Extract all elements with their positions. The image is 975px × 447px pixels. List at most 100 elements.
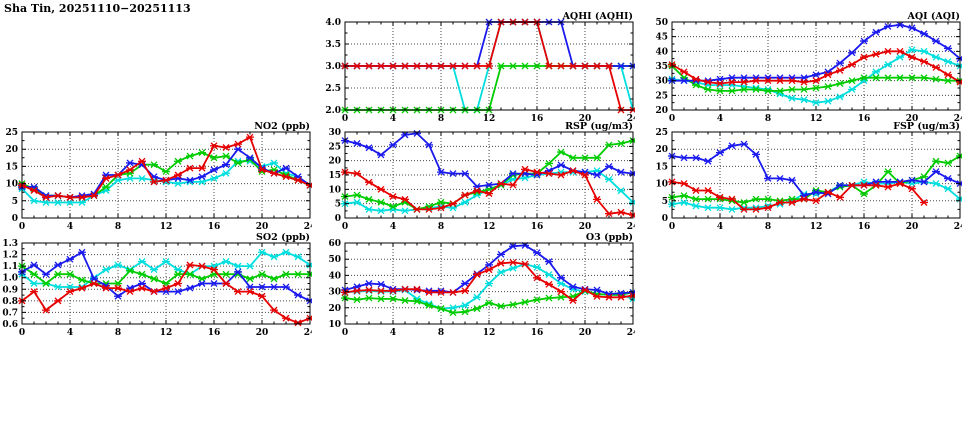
svg-text:10: 10 [328, 320, 341, 330]
svg-text:0: 0 [669, 114, 675, 124]
svg-text:50: 50 [328, 255, 341, 265]
svg-text:24: 24 [954, 114, 962, 124]
svg-text:45: 45 [655, 33, 668, 43]
svg-text:30: 30 [328, 128, 341, 138]
svg-text:4: 4 [390, 328, 396, 338]
svg-text:20: 20 [655, 145, 668, 155]
gridlines [672, 22, 960, 110]
svg-text:20: 20 [256, 222, 269, 232]
svg-text:5: 5 [335, 200, 341, 210]
svg-text:0: 0 [19, 222, 25, 232]
svg-text:16: 16 [858, 114, 871, 124]
svg-text:12: 12 [483, 328, 496, 338]
svg-text:25: 25 [655, 91, 668, 101]
series-red-so2 [18, 261, 314, 327]
svg-text:50: 50 [655, 18, 668, 28]
svg-text:12: 12 [483, 114, 496, 124]
svg-text:40: 40 [328, 271, 341, 281]
svg-text:0: 0 [19, 328, 25, 338]
svg-text:20: 20 [906, 222, 919, 232]
svg-text:0: 0 [342, 114, 348, 124]
svg-text:16: 16 [208, 328, 221, 338]
svg-text:24: 24 [304, 328, 312, 338]
svg-text:60: 60 [328, 239, 341, 249]
axis-ticks [344, 131, 634, 219]
chart-title-rsp: RSP (ug/m3) [565, 121, 633, 132]
svg-text:24: 24 [954, 222, 962, 232]
svg-text:24: 24 [627, 222, 635, 232]
chart-svg-aqi: 20 25 30 35 40 45 50 0 4 8 12 16 20 24 AQI (AQI) [655, 11, 966, 124]
axis-ticks [21, 242, 311, 325]
svg-text:3.5: 3.5 [325, 40, 341, 50]
gridlines [672, 132, 960, 218]
axis-ticks [344, 21, 634, 111]
chart-svg-so2: 0.6 0.70.8 0.91.0 1.11.2 1.3 0 4 8 12 16 20 24 SO2 (… [2, 232, 316, 338]
chart-title-aqhi: AQHI (AQHI) [562, 11, 633, 22]
chart-svg-rsp: 0 5 10 15 20 25 30 0 4 8 12 16 20 24 RSP (ug/m3) [328, 121, 639, 232]
svg-text:0.8: 0.8 [2, 297, 18, 307]
chart-so2: 0.6 0.70.8 0.91.0 1.11.2 1.3 0 4 8 12 16 20 24 SO2 (… [0, 229, 316, 344]
svg-text:0.6: 0.6 [2, 320, 18, 330]
gridlines [22, 132, 310, 218]
axis-labels-fsp: 0 5 10 15 20 25 0 4 8 12 16 20 24 FSP (ug/m3) [655, 121, 966, 232]
svg-text:16: 16 [858, 222, 871, 232]
chart-title-o3: O3 (ppb) [586, 232, 633, 243]
axis-ticks [21, 131, 311, 219]
svg-text:0.7: 0.7 [2, 308, 18, 318]
svg-text:12: 12 [810, 222, 823, 232]
svg-text:0: 0 [342, 222, 348, 232]
chart-svg-o3: 10 20 30 40 50 60 0 4 8 12 16 20 24 O3 (ppb) [328, 232, 639, 338]
svg-text:4: 4 [67, 328, 73, 338]
series-green-no2 [18, 149, 314, 201]
axis-ticks [344, 242, 634, 325]
svg-text:8: 8 [438, 114, 444, 124]
svg-text:4: 4 [67, 222, 73, 232]
axis-labels-o3: 10 20 30 40 50 60 0 4 8 12 16 20 24 O3 (ppb) [328, 232, 639, 338]
svg-text:20: 20 [328, 157, 341, 167]
svg-text:20: 20 [579, 222, 592, 232]
svg-text:5: 5 [12, 197, 18, 207]
gridlines [22, 243, 310, 324]
svg-text:8: 8 [765, 114, 771, 124]
svg-text:20: 20 [328, 304, 341, 314]
svg-text:8: 8 [115, 222, 121, 232]
chart-title-so2: SO2 (ppb) [256, 232, 310, 243]
svg-text:12: 12 [483, 222, 496, 232]
series-blue-so2 [18, 248, 314, 305]
chart-svg-no2: 0 5 10 15 20 25 0 4 8 12 16 20 24 NO2 (ppb) [5, 121, 316, 232]
chart-aqi: 20 25 30 35 40 45 50 0 4 8 12 16 20 24 AQI (AQI) [650, 8, 966, 130]
chart-title-no2: NO2 (ppb) [254, 121, 310, 132]
chart-no2: 0 5 10 15 20 25 0 4 8 12 16 20 24 NO2 (ppb) [0, 118, 316, 238]
svg-text:20: 20 [655, 106, 668, 116]
svg-text:8: 8 [765, 222, 771, 232]
svg-text:25: 25 [655, 128, 668, 138]
axis-ticks [671, 131, 961, 219]
series-green-rsp [341, 137, 637, 213]
svg-text:12: 12 [810, 114, 823, 124]
page-title: Sha Tin, 20251110−20251113 [4, 2, 191, 15]
chart-svg-fsp: 0 5 10 15 20 25 0 4 8 12 16 20 24 FSP (ug/m3) [655, 121, 966, 232]
svg-text:16: 16 [208, 222, 221, 232]
svg-text:8: 8 [438, 328, 444, 338]
svg-text:25: 25 [328, 142, 341, 152]
svg-text:4.0: 4.0 [325, 18, 341, 28]
svg-text:35: 35 [655, 62, 668, 72]
chart-fsp: 0 5 10 15 20 25 0 4 8 12 16 20 24 FSP (ug/m3) [650, 118, 966, 238]
chart-title-fsp: FSP (ug/m3) [893, 121, 960, 132]
svg-text:24: 24 [627, 328, 635, 338]
svg-text:1.3: 1.3 [2, 239, 18, 249]
svg-text:5: 5 [662, 197, 668, 207]
axis-labels-aqi: 20 25 30 35 40 45 50 0 4 8 12 16 20 24 AQI (AQI) [655, 11, 966, 124]
svg-text:10: 10 [655, 180, 668, 190]
chart-title-aqi: AQI (AQI) [907, 11, 960, 22]
svg-text:30: 30 [328, 288, 341, 298]
svg-text:10: 10 [5, 180, 18, 190]
axis-labels-so2: 0.6 0.70.8 0.91.0 1.11.2 1.3 0 4 8 12 16 20 24 SO2 (… [2, 232, 316, 338]
svg-text:8: 8 [438, 222, 444, 232]
series-red-aqi [668, 47, 964, 88]
svg-text:24: 24 [627, 114, 635, 124]
svg-text:0: 0 [335, 214, 341, 224]
svg-text:0: 0 [12, 214, 18, 224]
axis-labels-aqhi: 2.0 2.5 3.0 3.5 4.0 0 4 8 12 16 20 24 AQHI (AQHI) [325, 11, 639, 124]
